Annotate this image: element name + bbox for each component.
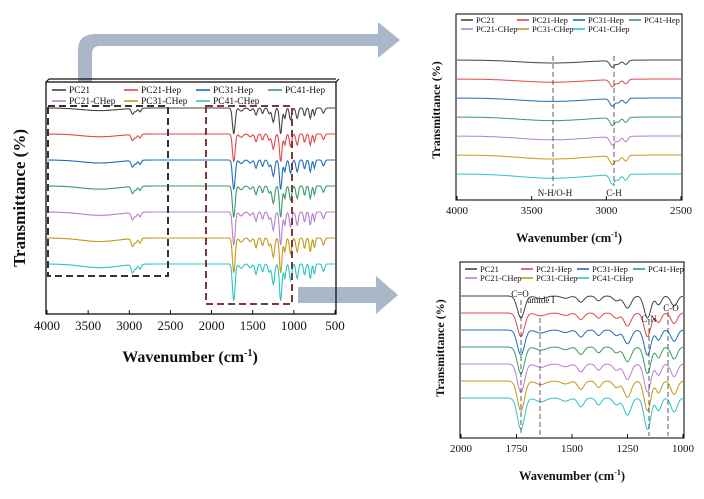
spectrum-line-pc41-hep: [461, 346, 683, 375]
legend-label-pc21-chep: PC21-CHep: [480, 273, 522, 283]
spectrum-line-pc21-hep: [47, 133, 335, 163]
legend-label-pc41-chep: PC41-CHep: [592, 273, 634, 283]
bottom-zoom-panel: PC21 PC21-Hep PC31-Hep PC41-Hep PC21-CHep PC3…: [433, 261, 695, 483]
x-tick-label: 2500: [157, 318, 183, 333]
legend-label-pc31-chep: PC31-CHep: [536, 273, 578, 283]
top-y-axis-label: Transmittance (%): [429, 61, 443, 158]
spectrum-line-pc31-chep: [47, 237, 335, 274]
legend-label-pc21: PC21: [476, 15, 495, 25]
legend-label-pc21-chep: PC21-CHep: [69, 97, 116, 107]
x-tick-label: 3500: [75, 318, 101, 333]
annotation-amide-i: amide I: [527, 295, 554, 305]
spectrum-line-pc21: [457, 59, 681, 68]
x-tick-label: 1000: [281, 318, 307, 333]
x-tick-label: 4000: [34, 318, 60, 333]
arrow-to-bottom-icon: [298, 276, 398, 314]
legend-label-pc21: PC21: [69, 86, 90, 96]
x-tick-label: 2500: [670, 205, 693, 217]
legend-label-pc31-chep: PC31-CHep: [141, 97, 188, 107]
legend-label-pc41-chep: PC41-CHep: [213, 97, 260, 107]
highlight-box-high: [47, 105, 169, 277]
legend-label-pc21: PC21: [480, 264, 499, 274]
legend-label-pc41-hep: PC41-Hep: [648, 264, 684, 274]
legend-label-pc21-hep: PC21-Hep: [141, 86, 181, 96]
main-x-axis-label: Wavenumber (cm-1): [122, 348, 258, 366]
arrow-to-top-icon: [78, 22, 400, 82]
spectrum-line-pc31-hep: [461, 329, 683, 356]
legend-label-pc31-hep: PC31-Hep: [213, 86, 253, 96]
spectrum-line-pc21-chep: [457, 135, 681, 146]
spectrum-line-pc31-hep: [456, 97, 681, 107]
spectrum-line-pc41-hep: [46, 185, 335, 219]
annotation-nh-oh: N-H/O-H: [538, 188, 573, 198]
legend-label-pc21-chep: PC21-CHep: [476, 24, 518, 34]
legend-label-pc31-chep: PC31-CHep: [532, 24, 574, 34]
legend-label-pc21-hep: PC21-Hep: [536, 264, 572, 274]
x-tick-label: 1250: [617, 443, 640, 455]
x-tick-label: 500: [325, 318, 345, 333]
x-tick-label: 1750: [506, 443, 529, 455]
x-tick-label: 3000: [116, 318, 142, 333]
spectrum-line-pc41-chep: [461, 397, 684, 430]
legend-label-pc41-chep: PC41-CHep: [588, 24, 630, 34]
x-tick-label: 3000: [595, 205, 618, 217]
annotation-c-o: C-O: [663, 303, 679, 313]
x-tick-label: 2000: [450, 443, 473, 455]
legend-label-pc31-hep: PC31-Hep: [588, 15, 624, 25]
annotation-ch: C-H: [606, 188, 622, 198]
spectrum-line-pc31-chep: [457, 154, 681, 166]
x-tick-label: 1500: [561, 443, 584, 455]
bottom-y-axis-label: Transmittance (%): [433, 299, 447, 396]
spectrum-line-pc41-hep: [457, 116, 681, 127]
x-tick-label: 3500: [521, 205, 544, 217]
spectrum-line-pc21-hep: [461, 312, 684, 338]
legend-label-pc31-hep: PC31-Hep: [592, 264, 628, 274]
legend-label-pc41-hep: PC41-Hep: [644, 15, 680, 25]
highlight-box-low: [205, 105, 293, 305]
spectrum-line-pc31-hep: [47, 159, 335, 191]
spectrum-line-pc41-chep: [457, 173, 681, 185]
spectrum-line-pc21: [47, 107, 335, 135]
main-y-axis-label: Transmittance (%): [10, 129, 29, 267]
spectrum-line-pc21-hep: [457, 78, 681, 88]
x-tick-label: 4000: [446, 205, 469, 217]
main-panel: PC21 PC21-Hep PC31-Hep PC41-Hep PC21-CHep PC3…: [10, 78, 345, 366]
x-tick-label: 1500: [240, 318, 266, 333]
spectrum-line-pc21: [461, 295, 684, 319]
spectrum-line-pc41-chep: [47, 263, 335, 302]
annotation-cn: C-N: [641, 314, 657, 324]
spectrum-line-pc31-chep: [461, 380, 684, 412]
x-tick-label: 2000: [199, 318, 225, 333]
spectrum-line-pc21-chep: [46, 211, 335, 247]
spectrum-line-pc21-chep: [461, 363, 684, 393]
x-tick-label: 1000: [672, 443, 695, 455]
top-x-axis-label: Wavenumber (cm-1): [516, 230, 622, 245]
legend-label-pc21-hep: PC21-Hep: [532, 15, 568, 25]
legend-label-pc41-hep: PC41-Hep: [285, 86, 325, 96]
annotation-c-double-o: C=O: [511, 289, 529, 299]
bottom-x-axis-label: Wavenumber (cm-1): [519, 468, 625, 483]
top-zoom-panel: PC21 PC21-Hep PC31-Hep PC41-Hep PC21-CHep PC3…: [429, 13, 693, 245]
